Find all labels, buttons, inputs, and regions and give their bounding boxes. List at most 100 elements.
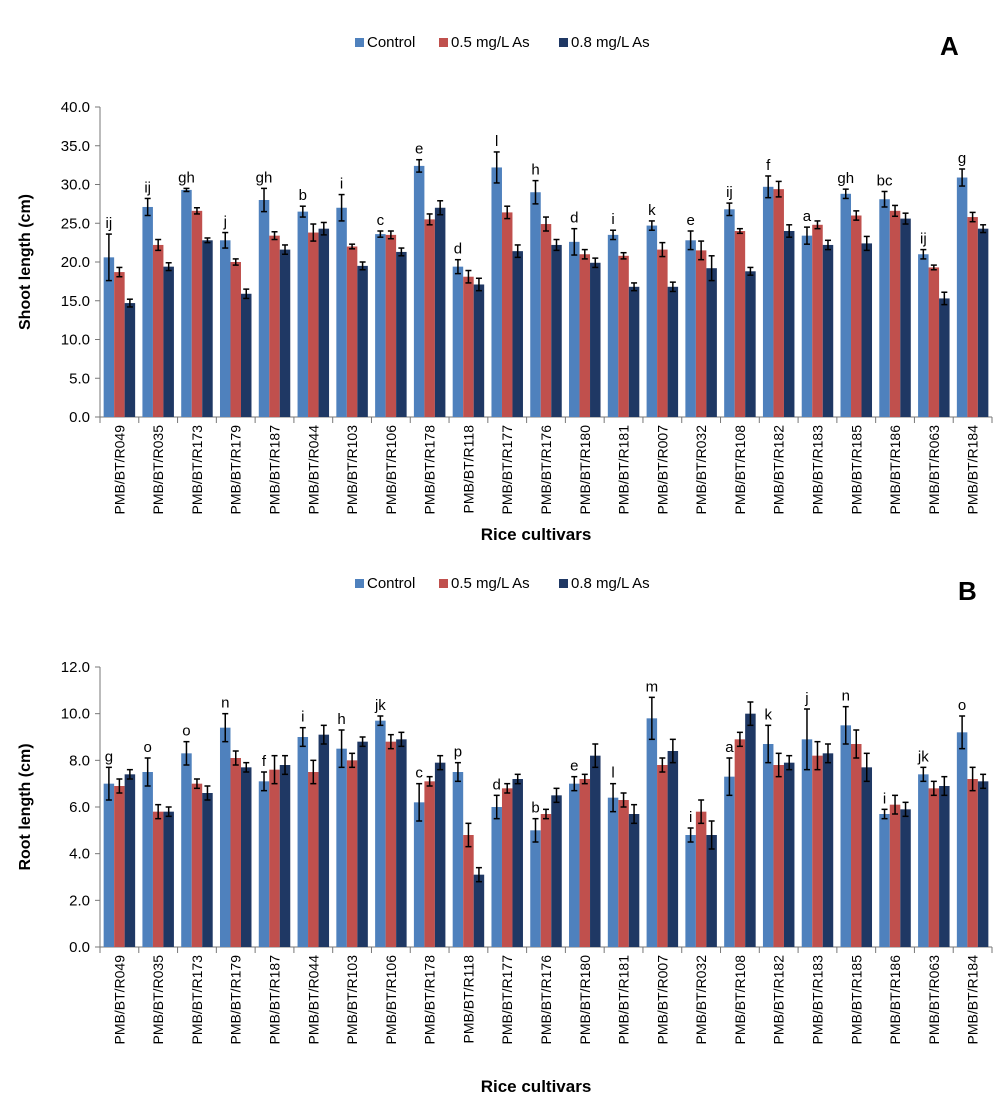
significance-letter: i bbox=[301, 709, 304, 726]
bar bbox=[667, 286, 679, 417]
bar bbox=[939, 786, 950, 947]
significance-letter: h bbox=[337, 711, 345, 728]
y-axis-title: Shoot length (cm) bbox=[17, 194, 34, 330]
bar bbox=[452, 266, 464, 417]
x-tick-label: PMB/BT/R106 bbox=[383, 955, 399, 1045]
x-tick-label: PMB/BT/R173 bbox=[189, 955, 205, 1045]
bar bbox=[124, 774, 136, 947]
panel-letter: B bbox=[958, 576, 977, 606]
x-tick-label: PMB/BT/R181 bbox=[616, 425, 632, 515]
significance-letter: l bbox=[611, 765, 614, 782]
bar bbox=[424, 781, 435, 947]
significance-letter: gh bbox=[837, 170, 854, 187]
bar bbox=[928, 788, 940, 947]
bar bbox=[512, 251, 523, 417]
bar bbox=[607, 234, 619, 417]
x-tick-label: PMB/BT/R184 bbox=[965, 955, 981, 1045]
bar bbox=[540, 814, 552, 947]
bar bbox=[607, 797, 619, 947]
x-tick-label: PMB/BT/R179 bbox=[228, 425, 244, 515]
bar bbox=[977, 781, 989, 947]
bar bbox=[473, 874, 485, 947]
bar bbox=[900, 218, 911, 417]
bar bbox=[512, 779, 523, 947]
significance-letter: jk bbox=[917, 748, 929, 765]
bar bbox=[124, 303, 136, 417]
significance-letter: b bbox=[299, 187, 307, 204]
x-tick-label: PMB/BT/R044 bbox=[305, 425, 321, 515]
bar bbox=[977, 228, 989, 417]
significance-letter: d bbox=[454, 241, 462, 258]
bar bbox=[279, 249, 291, 417]
y-tick-label: 8.0 bbox=[69, 752, 90, 769]
significance-letter: c bbox=[415, 765, 423, 782]
bar bbox=[628, 814, 640, 947]
x-tick-label: PMB/BT/R178 bbox=[422, 955, 438, 1045]
bar bbox=[219, 727, 231, 947]
x-tick-label: PMB/BT/R007 bbox=[654, 425, 670, 515]
bar bbox=[889, 210, 901, 417]
bar bbox=[695, 250, 707, 417]
bar bbox=[840, 725, 852, 947]
x-axis-title: Rice cultivars bbox=[481, 1077, 592, 1096]
bar bbox=[269, 235, 280, 417]
y-tick-label: 5.0 bbox=[69, 370, 90, 387]
bar bbox=[191, 783, 203, 947]
x-tick-label: PMB/BT/R032 bbox=[693, 955, 709, 1045]
legend-swatch bbox=[355, 38, 364, 47]
x-tick-label: PMB/BT/R186 bbox=[887, 425, 903, 515]
bar bbox=[463, 276, 474, 417]
bar bbox=[413, 165, 425, 417]
bar bbox=[375, 234, 386, 417]
x-tick-label: PMB/BT/R049 bbox=[111, 425, 127, 515]
significance-letter: f bbox=[262, 753, 267, 770]
x-tick-label: PMB/BT/R186 bbox=[887, 955, 903, 1045]
x-tick-label: PMB/BT/R184 bbox=[965, 425, 981, 515]
bar bbox=[318, 734, 330, 947]
x-tick-label: PMB/BT/R118 bbox=[460, 955, 476, 1044]
significance-letter: i bbox=[340, 176, 343, 193]
bar bbox=[724, 776, 735, 947]
bar bbox=[297, 211, 309, 417]
bar bbox=[501, 212, 513, 417]
bar bbox=[191, 210, 203, 417]
bar bbox=[163, 266, 174, 417]
x-tick-label: PMB/BT/R182 bbox=[771, 425, 787, 515]
bar bbox=[685, 835, 696, 947]
bar bbox=[152, 244, 164, 417]
y-tick-label: 4.0 bbox=[69, 846, 90, 863]
bar bbox=[114, 786, 125, 947]
y-tick-label: 20.0 bbox=[61, 254, 90, 271]
bar bbox=[762, 186, 774, 417]
x-tick-label: PMB/BT/R183 bbox=[809, 425, 825, 515]
x-tick-label: PMB/BT/R180 bbox=[577, 955, 593, 1045]
x-axis-title: Rice cultivars bbox=[481, 525, 592, 544]
bar bbox=[258, 781, 270, 947]
bar bbox=[879, 199, 890, 417]
significance-letter: i bbox=[883, 790, 886, 807]
bar bbox=[434, 207, 446, 417]
bar bbox=[861, 767, 873, 947]
bar bbox=[452, 772, 464, 947]
bar bbox=[745, 713, 756, 947]
x-tick-label: PMB/BT/R044 bbox=[305, 955, 321, 1045]
bar bbox=[783, 231, 795, 417]
y-tick-label: 30.0 bbox=[61, 177, 90, 194]
bar bbox=[103, 257, 115, 417]
bar bbox=[308, 232, 319, 417]
bar bbox=[773, 765, 784, 947]
bar bbox=[939, 298, 950, 417]
y-tick-label: 15.0 bbox=[61, 293, 90, 310]
bar bbox=[142, 772, 153, 947]
significance-letter: gh bbox=[178, 169, 195, 186]
significance-letter: l bbox=[495, 133, 498, 150]
x-tick-label: PMB/BT/R173 bbox=[189, 425, 205, 515]
x-tick-label: PMB/BT/R187 bbox=[267, 425, 283, 515]
x-tick-label: PMB/BT/R177 bbox=[499, 955, 515, 1045]
bar bbox=[219, 240, 231, 417]
x-tick-label: PMB/BT/R187 bbox=[267, 955, 283, 1045]
bar bbox=[851, 215, 862, 417]
bar bbox=[657, 249, 668, 417]
x-tick-label: PMB/BT/R108 bbox=[732, 955, 748, 1045]
bar bbox=[142, 206, 153, 417]
